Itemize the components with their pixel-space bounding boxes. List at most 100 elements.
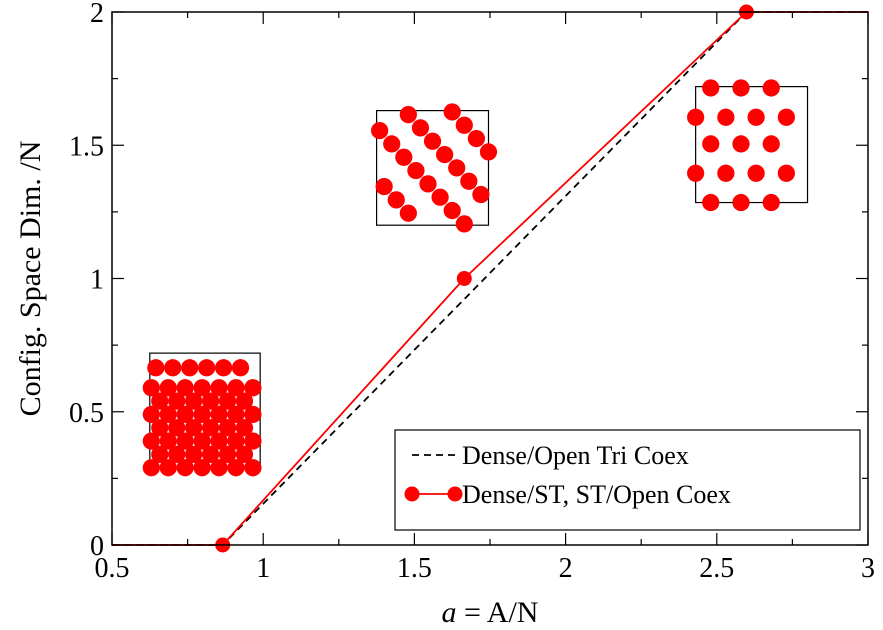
inset-particle	[147, 359, 165, 377]
inset-particle	[218, 392, 237, 410]
inset-particle	[371, 121, 389, 140]
x-tick-label: 1	[256, 553, 270, 584]
inset-particle	[210, 459, 228, 477]
inset-particle	[201, 419, 220, 437]
inset-particle	[142, 432, 160, 450]
inset-particle	[762, 79, 780, 97]
inset-particle	[214, 359, 233, 377]
inset-particle	[460, 172, 478, 190]
axis-tick-labels: 0.5 1 1.5 2 2.5 300.511.52	[69, 0, 875, 584]
inset-particle	[732, 79, 750, 97]
x-tick-label: 3	[861, 553, 875, 584]
inset-particle	[176, 379, 194, 397]
inset-particle	[201, 392, 220, 410]
inset-particle	[235, 419, 254, 437]
x-tick-label: 2.5	[699, 553, 734, 584]
inset-particle	[227, 405, 245, 424]
inset-particle	[702, 135, 720, 153]
inset-particle	[717, 108, 735, 126]
series-marker-1	[456, 271, 472, 286]
inset-particle	[227, 459, 245, 477]
inset-particle	[168, 445, 186, 464]
inset-particle	[181, 359, 199, 377]
inset-particle	[436, 145, 454, 164]
y-tick-label: 1.5	[69, 131, 104, 162]
inset-particle	[151, 392, 169, 410]
inset-particle	[193, 432, 211, 450]
x-axis-title-rest: = A/N	[457, 596, 539, 629]
inset-particle	[193, 405, 211, 424]
inset-particle	[777, 108, 795, 126]
inset-particle	[479, 143, 498, 161]
inset-particle	[218, 445, 237, 464]
inset-particle	[168, 419, 186, 437]
inset-particle	[702, 79, 720, 97]
inset-particle	[732, 135, 750, 153]
inset-box	[695, 86, 809, 204]
legend-marker-dense-st-right	[447, 486, 463, 502]
inset-particle	[399, 204, 417, 222]
inset-diagrams	[142, 79, 809, 477]
inset-particle	[244, 405, 262, 424]
x-tick-label: 2	[559, 553, 573, 584]
inset-particle	[375, 177, 393, 196]
inset-particle	[244, 432, 262, 450]
inset-particle	[159, 459, 177, 477]
legend: Dense/Open Tri Coex Dense/ST, ST/Open Co…	[394, 429, 861, 531]
inset-particle	[176, 432, 194, 450]
y-tick-label: 2	[90, 0, 104, 29]
inset-particle	[717, 164, 735, 182]
inset-particle	[231, 359, 250, 377]
y-tick-label: 0.5	[69, 398, 104, 429]
inset-particle	[235, 445, 254, 464]
inset-particle	[732, 193, 750, 212]
inset-particle	[164, 359, 182, 377]
inset-open-triangular-packing	[687, 79, 809, 212]
inset-particle	[151, 419, 169, 437]
legend-label-dense-st: Dense/ST, ST/Open Coex	[462, 480, 731, 509]
axis-ticks	[111, 11, 869, 546]
inset-particle	[687, 108, 705, 126]
inset-particle	[395, 148, 413, 166]
x-tick-label: 1.5	[397, 553, 432, 584]
inset-particle	[193, 459, 211, 477]
inset-particle	[210, 405, 228, 424]
inset-particle	[411, 119, 430, 137]
inset-particle	[407, 161, 425, 180]
y-tick-label: 1	[90, 265, 104, 296]
inset-particle	[201, 445, 220, 464]
legend-box	[394, 429, 861, 531]
inset-particle	[387, 191, 405, 209]
inset-particle	[448, 159, 466, 177]
x-tick-label: 0.5	[95, 553, 130, 584]
inset-particle	[159, 432, 177, 450]
inset-particle	[244, 459, 262, 477]
inset-particle	[235, 392, 254, 410]
inset-particle	[151, 445, 169, 464]
legend-marker-dense-st-left	[404, 486, 420, 502]
inset-particle	[185, 445, 203, 464]
inset-particle	[702, 193, 720, 212]
inset-particle	[443, 201, 461, 220]
inset-particle	[185, 419, 203, 437]
inset-particle	[142, 405, 160, 424]
inset-particle	[762, 193, 780, 212]
inset-particle	[467, 129, 486, 148]
inset-particle	[244, 379, 262, 397]
inset-particle	[419, 175, 437, 193]
inset-particle	[472, 185, 490, 204]
x-axis-title-variable: a	[442, 596, 457, 629]
inset-particle	[777, 164, 795, 182]
inset-particle	[176, 459, 194, 477]
inset-particle	[443, 103, 461, 121]
inset-particle	[383, 135, 401, 153]
inset-particle	[227, 432, 245, 450]
inset-particle	[176, 405, 194, 424]
inset-particle	[218, 419, 237, 437]
inset-square-triangle-packing	[371, 103, 498, 233]
inset-particle	[168, 392, 186, 410]
inset-particle	[747, 164, 765, 182]
inset-particle	[227, 379, 245, 397]
inset-particle	[687, 164, 705, 182]
